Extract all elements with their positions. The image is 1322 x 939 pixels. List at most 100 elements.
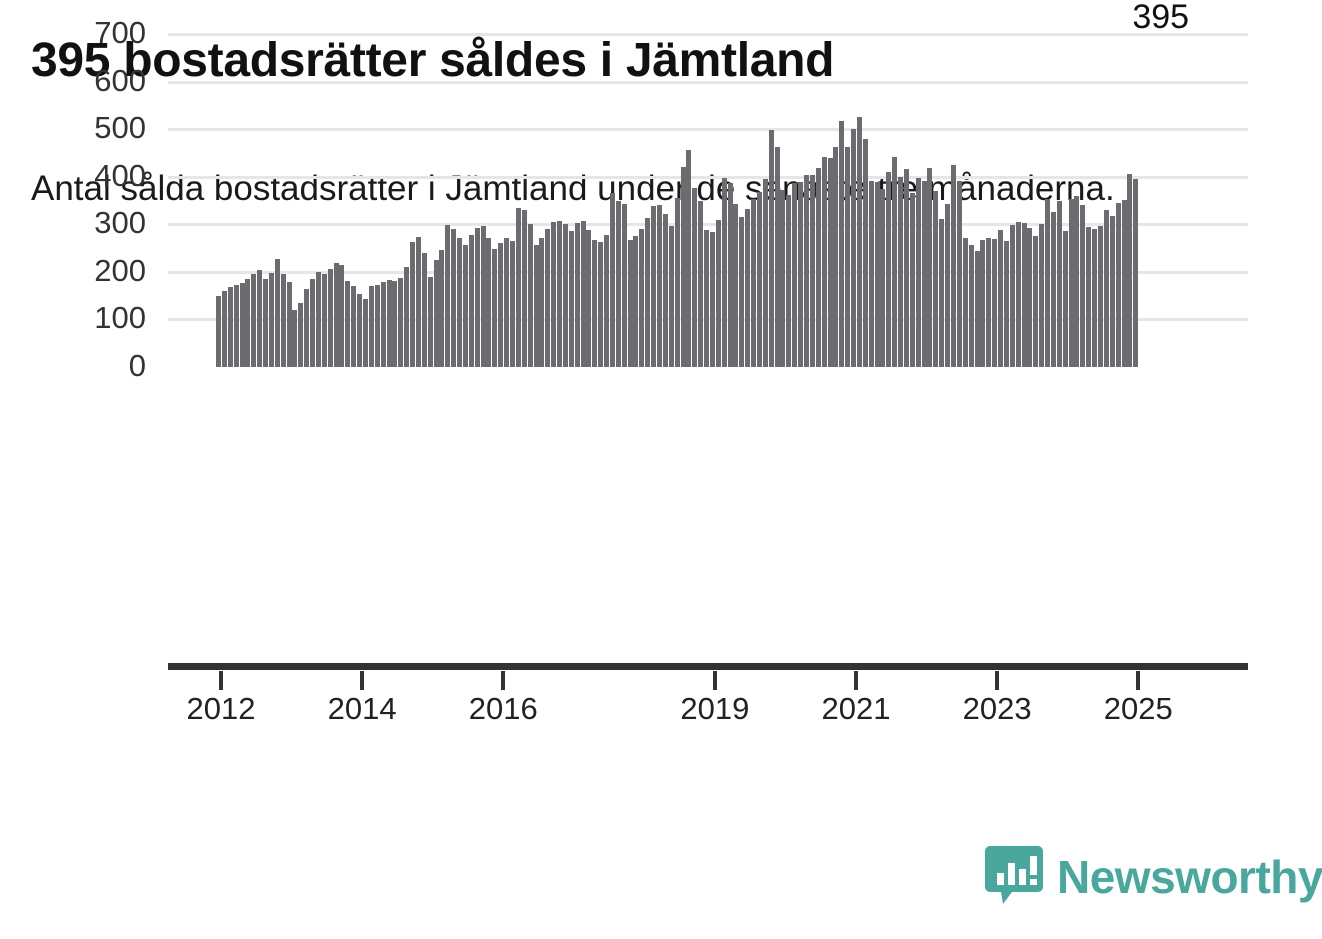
bar (480, 226, 486, 367)
x-axis-tick (1136, 671, 1141, 690)
bar (815, 168, 821, 367)
bar (227, 287, 233, 367)
newsworthy-wordmark: Newsworthy (1057, 851, 1322, 903)
bar-chart-speech-bubble-icon (984, 844, 1044, 911)
gridline (168, 175, 1248, 179)
bar (827, 157, 833, 367)
bar (298, 302, 304, 367)
bar (727, 183, 733, 367)
bar (339, 265, 345, 367)
bar (651, 206, 657, 367)
bar (704, 230, 710, 367)
bar (233, 285, 239, 367)
page-title: 395 bostadsrätter såldes i Jämtland (31, 34, 835, 87)
bar (521, 210, 527, 367)
y-axis-tick-label: 600 (94, 62, 146, 98)
bar (445, 225, 451, 367)
bar (1045, 198, 1051, 367)
bar (333, 263, 339, 367)
bar (609, 192, 615, 367)
bar (451, 229, 457, 367)
bar (1086, 227, 1092, 367)
bar (392, 281, 398, 367)
bar (280, 273, 286, 367)
bar (892, 156, 898, 367)
bar (862, 138, 868, 367)
bar (1009, 225, 1015, 367)
y-axis-tick-label: 200 (94, 252, 146, 288)
bar (398, 277, 404, 367)
bar (1021, 223, 1027, 367)
bar (310, 278, 316, 367)
bar (368, 286, 374, 367)
bar (504, 237, 510, 367)
bar (474, 228, 480, 367)
bar (557, 221, 563, 367)
x-axis-line (168, 663, 1248, 670)
x-axis-tick-label: 2021 (821, 691, 891, 726)
bar (998, 230, 1004, 367)
bar (1033, 235, 1039, 367)
bar (216, 295, 221, 367)
bar (751, 198, 757, 367)
bar (951, 165, 956, 367)
bar (945, 204, 951, 367)
bar (1062, 230, 1068, 367)
bar (956, 181, 962, 367)
bar (268, 272, 274, 367)
bar (498, 243, 504, 367)
bar (415, 236, 421, 367)
bar (615, 200, 621, 367)
bar (1074, 195, 1080, 367)
bar (592, 239, 598, 367)
bar (780, 190, 786, 367)
y-axis-tick-label: 400 (94, 157, 146, 193)
bar (1115, 203, 1121, 367)
x-axis-tick (219, 671, 223, 690)
bar (562, 224, 568, 367)
y-axis-tick-label: 0 (128, 348, 146, 383)
bar (1109, 215, 1115, 367)
bar (845, 147, 851, 367)
bar (604, 234, 610, 367)
bar (363, 298, 368, 367)
bar (1092, 229, 1098, 367)
bar (357, 293, 363, 367)
bar (768, 130, 774, 367)
bar (833, 147, 839, 367)
y-axis-tick-label: 100 (94, 300, 146, 336)
bar (633, 235, 639, 367)
gridline (168, 33, 1248, 36)
bar (263, 278, 269, 367)
x-axis-tick (995, 671, 1000, 690)
bar (698, 200, 704, 367)
bar (315, 271, 321, 367)
bar (662, 213, 668, 367)
gridline (168, 128, 1248, 132)
bar (909, 192, 915, 367)
newsworthy-logo: Newsworthy (984, 844, 1322, 911)
x-axis-tick-label: 2023 (962, 691, 1032, 726)
bar (486, 237, 492, 367)
bar (709, 231, 715, 367)
bar (868, 180, 874, 367)
bar (457, 237, 463, 367)
bar (927, 168, 933, 367)
x-axis-tick (360, 671, 365, 690)
bar (680, 167, 686, 367)
bar (874, 182, 880, 367)
bar (674, 197, 680, 367)
bar (1098, 226, 1103, 367)
bar (1039, 224, 1045, 367)
bar (304, 289, 310, 367)
bar (404, 267, 410, 367)
bar (1027, 228, 1033, 367)
bar (1127, 174, 1133, 367)
bar (974, 250, 980, 367)
bar (745, 209, 751, 367)
y-axis-tick-label: 700 (94, 15, 146, 50)
x-axis-tick (712, 671, 717, 690)
bar (574, 223, 580, 367)
bar (374, 285, 380, 367)
x-axis-tick-label: 2019 (680, 691, 750, 726)
